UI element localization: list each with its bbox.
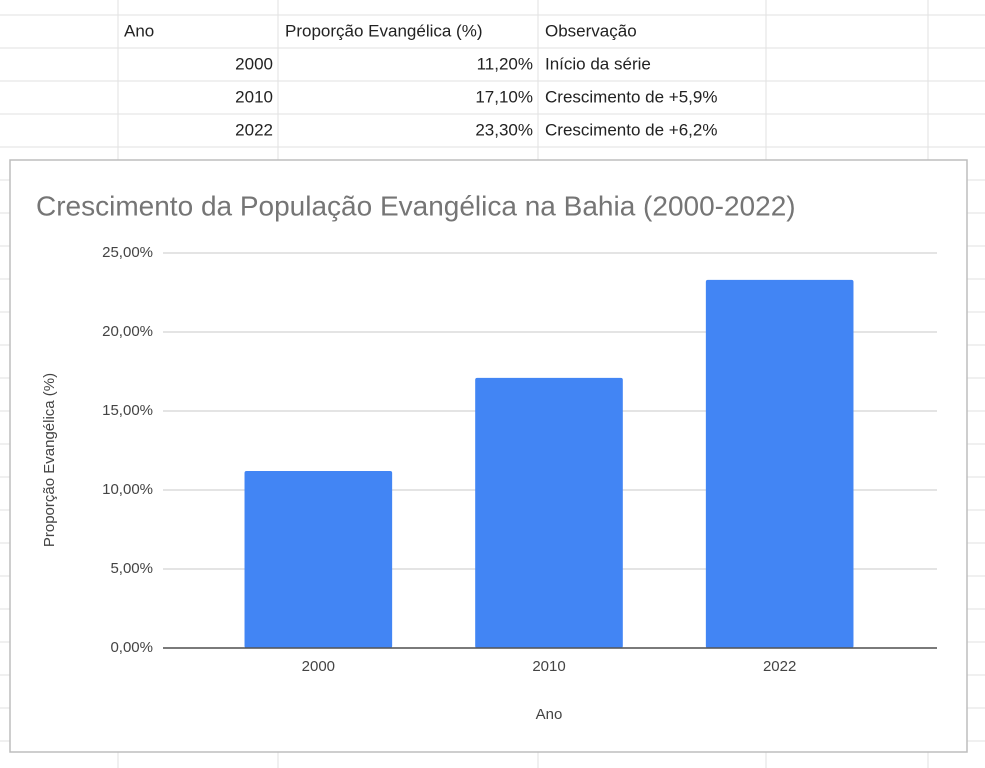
header-cell: Observação bbox=[545, 21, 637, 40]
table-cell: 17,10% bbox=[475, 87, 533, 106]
y-tick-label: 5,00% bbox=[110, 560, 153, 577]
table-cell: 2000 bbox=[235, 54, 273, 73]
chart: Crescimento da População Evangélica na B… bbox=[36, 190, 937, 723]
y-tick-label: 15,00% bbox=[102, 402, 153, 419]
x-tick-label: 2022 bbox=[763, 658, 796, 675]
header-cell: Proporção Evangélica (%) bbox=[285, 21, 482, 40]
y-axis-title: Proporção Evangélica (%) bbox=[41, 373, 58, 547]
header-cell: Ano bbox=[124, 21, 154, 40]
bar bbox=[475, 377, 623, 648]
y-tick-label: 10,00% bbox=[102, 481, 153, 498]
bar bbox=[244, 471, 393, 648]
chart-title: Crescimento da População Evangélica na B… bbox=[36, 190, 796, 221]
bar bbox=[705, 279, 854, 648]
table-cell: 23,30% bbox=[475, 120, 533, 139]
x-tick-label: 2000 bbox=[302, 658, 335, 675]
table-cell: 2010 bbox=[235, 87, 273, 106]
data-table: Ano Proporção Evangélica (%) Observação 200… bbox=[124, 21, 717, 139]
x-tick-label: 2010 bbox=[532, 658, 565, 675]
table-cell: 11,20% bbox=[477, 54, 533, 73]
y-tick-label: 0,00% bbox=[110, 639, 153, 656]
x-axis-title: Ano bbox=[536, 706, 563, 723]
table-cell: Início da série bbox=[545, 54, 651, 73]
y-tick-label: 20,00% bbox=[102, 323, 153, 340]
y-tick-label: 25,00% bbox=[102, 244, 153, 261]
table-cell: 2022 bbox=[235, 120, 273, 139]
table-cell: Crescimento de +5,9% bbox=[545, 87, 717, 106]
table-cell: Crescimento de +6,2% bbox=[545, 120, 717, 139]
